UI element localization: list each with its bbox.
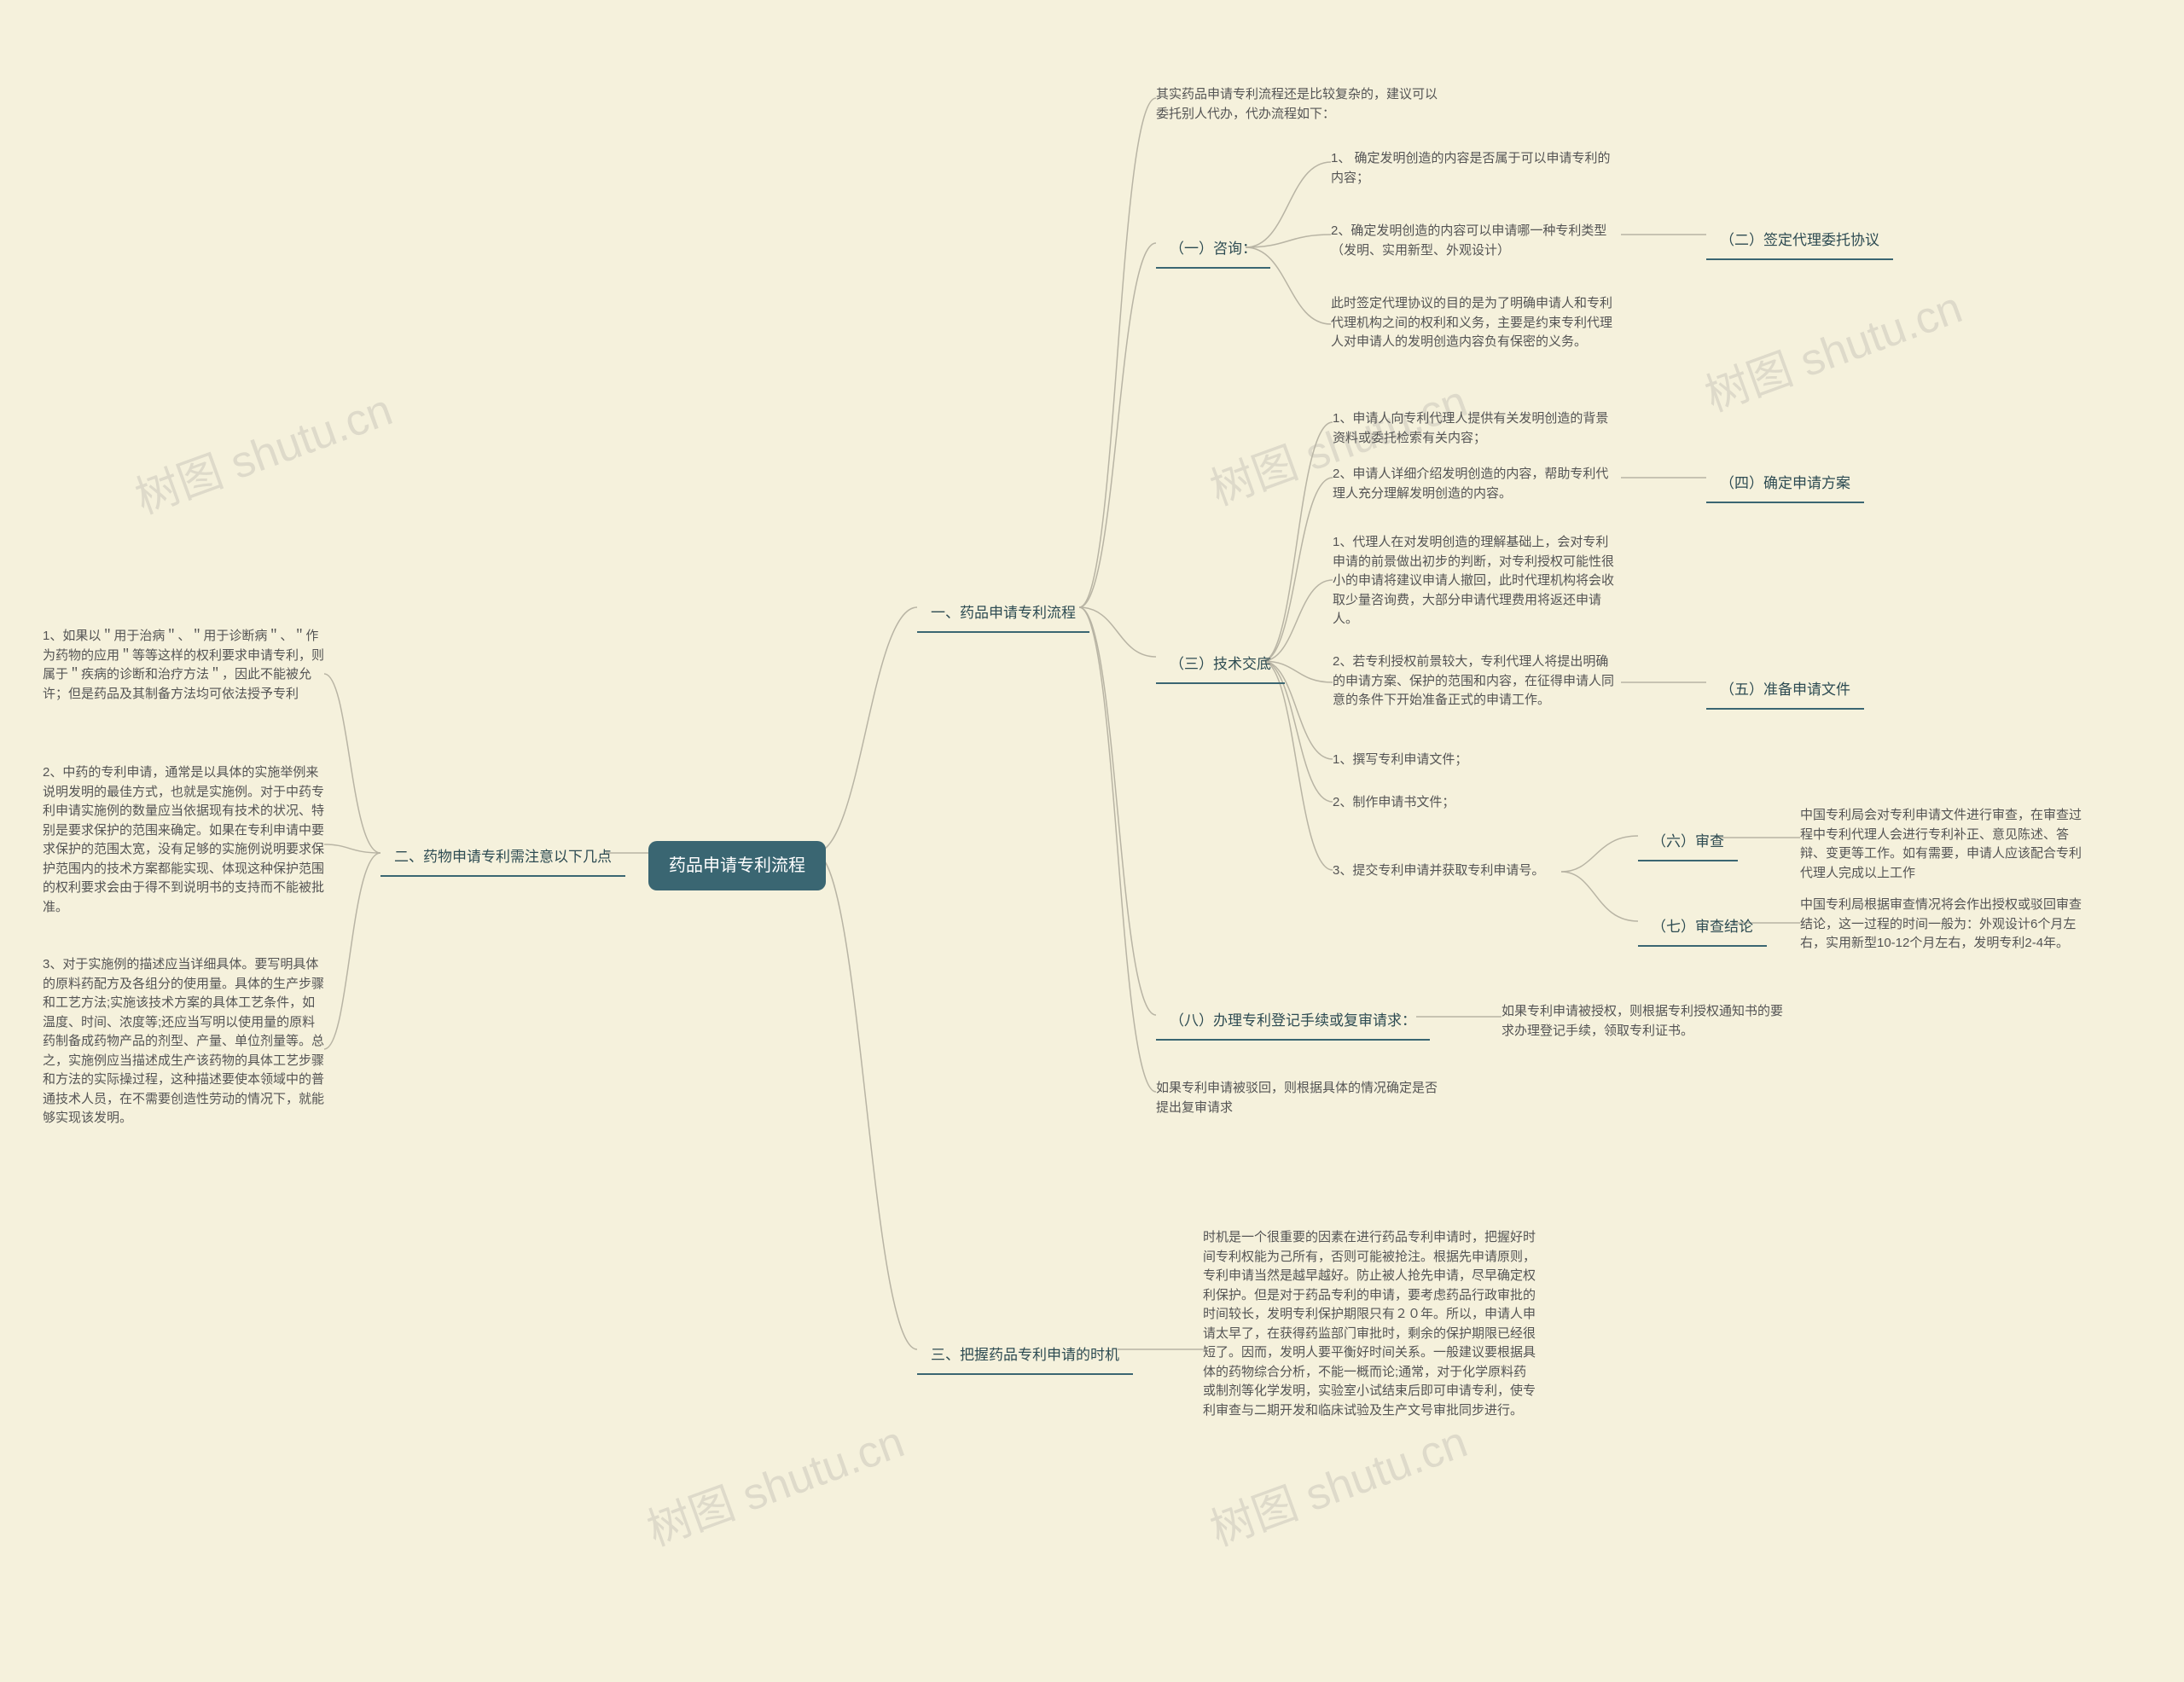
b1-step8-a: 如果专利申请被授权，则根据专利授权通知书的要求办理登记手续，领取专利证书。 bbox=[1502, 1002, 1783, 1041]
b1-step2-note: 此时签定代理协议的目的是为了明确申请人和专利代理机构之间的权利和义务，主要是约束… bbox=[1331, 294, 1612, 352]
branch-1: 一、药品申请专利流程 bbox=[917, 597, 1089, 633]
b1-step1-item1: 1、 确定发明创造的内容是否属于可以申请专利的内容； bbox=[1331, 149, 1612, 188]
b1-step3-item2: 2、申请人详细介绍发明创造的内容，帮助专利代理人充分理解发明创造的内容。 bbox=[1333, 465, 1614, 503]
b1-step7-note: 中国专利局根据审查情况将会作出授权或驳回审查结论，这一过程的时间一般为：外观设计… bbox=[1800, 896, 2082, 954]
b2-item2: 2、中药的专利申请，通常是以具体的实施举例来说明发明的最佳方式，也就是实施例。对… bbox=[43, 763, 324, 917]
b1-step3-item1: 1、申请人向专利代理人提供有关发明创造的背景资料或委托检索有关内容； bbox=[1333, 409, 1614, 448]
b1-step1: （一）咨询： bbox=[1156, 233, 1270, 269]
b3-note: 时机是一个很重要的因素在进行药品专利申请时，把握好时间专利权能为己所有，否则可能… bbox=[1203, 1228, 1536, 1420]
watermark: 树图 shutu.cn bbox=[637, 1406, 912, 1557]
watermark: 树图 shutu.cn bbox=[1695, 271, 1970, 423]
b1-step5-a: 1、撰写专利申请文件； bbox=[1333, 751, 1467, 770]
b1-step4-sub1: 1、代理人在对发明创造的理解基础上，会对专利申请的前景做出初步的判断，对专利授权… bbox=[1333, 533, 1614, 629]
b1-step6: （六）审查 bbox=[1638, 826, 1738, 861]
b2-item1: 1、如果以＂用于治病＂、＂用于诊断病＂、＂作为药物的应用＂等等这样的权利要求申请… bbox=[43, 627, 324, 704]
b1-step4: （四）确定申请方案 bbox=[1706, 467, 1864, 503]
b1-step5-b: 2、制作申请书文件； bbox=[1333, 793, 1455, 813]
b1-step8: （八）办理专利登记手续或复审请求： bbox=[1156, 1005, 1430, 1041]
b1-step8-b: 如果专利申请被驳回，则根据具体的情况确定是否提出复审请求 bbox=[1156, 1079, 1438, 1117]
b1-step1-item2: 2、确定发明创造的内容可以申请哪一种专利类型（发明、实用新型、外观设计） bbox=[1331, 222, 1612, 260]
b1-step5-c: 3、提交专利申请并获取专利申请号。 bbox=[1333, 861, 1544, 881]
b1-step5: （五）准备申请文件 bbox=[1706, 674, 1864, 710]
watermark: 树图 shutu.cn bbox=[1200, 1406, 1475, 1557]
branch-2: 二、药物申请专利需注意以下几点 bbox=[380, 841, 625, 877]
b1-step4-sub2: 2、若专利授权前景较大，专利代理人将提出明确的申请方案、保护的范围和内容，在征得… bbox=[1333, 652, 1614, 710]
b2-item3: 3、对于实施例的描述应当详细具体。要写明具体的原料药配方及各组分的使用量。具体的… bbox=[43, 955, 324, 1128]
branch-3: 三、把握药品专利申请的时机 bbox=[917, 1339, 1133, 1375]
b1-intro: 其实药品申请专利流程还是比较复杂的，建议可以委托别人代办，代办流程如下： bbox=[1156, 85, 1438, 124]
b1-step6-note: 中国专利局会对专利申请文件进行审查，在审查过程中专利代理人会进行专利补正、意见陈… bbox=[1800, 806, 2082, 883]
b1-step2: （二）签定代理委托协议 bbox=[1706, 224, 1893, 260]
b1-step7: （七）审查结论 bbox=[1638, 911, 1767, 947]
root-node: 药品申请专利流程 bbox=[648, 841, 826, 890]
b1-step3: （三）技术交底 bbox=[1156, 648, 1285, 684]
watermark: 树图 shutu.cn bbox=[125, 374, 400, 525]
